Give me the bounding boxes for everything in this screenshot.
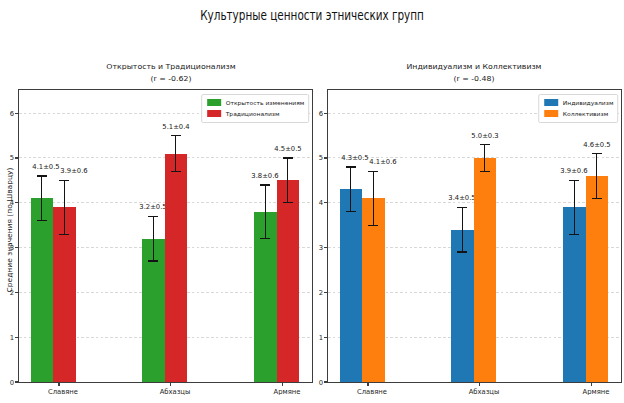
y-axis-label: Средние значения (по Шварцу) <box>5 168 14 293</box>
y-tick <box>324 247 328 248</box>
subplot-title: Индивидуализм и Коллективизм <box>327 60 621 72</box>
legend-item: Индивидуализм <box>544 97 613 108</box>
y-tick <box>324 157 328 158</box>
y-tick <box>15 113 19 114</box>
subplot-title: Открытость и Традиционализм <box>24 60 318 72</box>
x-tick-label: Славяне <box>28 387 98 396</box>
subplot-subtitle: (r = -0.48) <box>327 72 621 84</box>
legend: Индивидуализм Коллективизм <box>538 94 618 123</box>
y-tick-label: 1 <box>301 333 323 342</box>
legend-color-swatch <box>544 99 558 106</box>
x-tick <box>58 382 59 386</box>
axes-frame <box>327 89 622 383</box>
x-tick <box>591 382 592 386</box>
y-tick <box>15 381 19 382</box>
y-tick <box>15 337 19 338</box>
y-tick-label: 6 <box>0 109 14 118</box>
y-tick <box>15 157 19 158</box>
subplot-subtitle: (r = -0.62) <box>24 72 318 84</box>
x-tick-label: Абхазцы <box>449 387 519 396</box>
legend-color-swatch <box>207 110 221 117</box>
legend-label: Открытость изменениям <box>225 99 304 106</box>
y-tick <box>15 292 19 293</box>
x-tick <box>282 382 283 386</box>
legend-color-swatch <box>207 99 221 106</box>
y-tick <box>324 113 328 114</box>
y-tick-label: 6 <box>301 109 323 118</box>
legend-item: Открытость изменениям <box>207 97 304 108</box>
legend-label: Индивидуализм <box>562 99 613 106</box>
x-tick <box>479 382 480 386</box>
legend-item: Традиционализм <box>207 108 304 119</box>
y-tick-label: 0 <box>301 378 323 387</box>
figure: Культурные ценности этнических групп Отк… <box>0 0 624 403</box>
y-tick <box>324 381 328 382</box>
x-tick-label: Абхазцы <box>140 387 210 396</box>
x-tick <box>367 382 368 386</box>
x-tick-label: Славяне <box>337 387 407 396</box>
axes-frame <box>18 89 313 383</box>
y-tick <box>15 247 19 248</box>
legend-color-swatch <box>544 110 558 117</box>
y-tick-label: 4 <box>301 198 323 207</box>
legend: Открытость изменениям Традиционализм <box>201 94 309 123</box>
y-tick <box>15 202 19 203</box>
x-tick-label: Армяне <box>252 387 322 396</box>
chart-title: Культурные ценности этнических групп <box>0 7 624 23</box>
legend-label: Традиционализм <box>225 110 279 117</box>
y-tick-label: 2 <box>301 288 323 297</box>
y-tick-label: 1 <box>0 333 14 342</box>
y-tick-label: 5 <box>301 153 323 162</box>
y-tick <box>324 292 328 293</box>
legend-label: Коллективизм <box>562 110 607 117</box>
y-tick-label: 0 <box>0 378 14 387</box>
y-tick <box>324 202 328 203</box>
y-tick-label: 5 <box>0 153 14 162</box>
legend-item: Коллективизм <box>544 108 613 119</box>
y-tick-label: 3 <box>301 243 323 252</box>
x-tick-label: Армяне <box>561 387 624 396</box>
y-tick <box>324 337 328 338</box>
x-tick <box>170 382 171 386</box>
